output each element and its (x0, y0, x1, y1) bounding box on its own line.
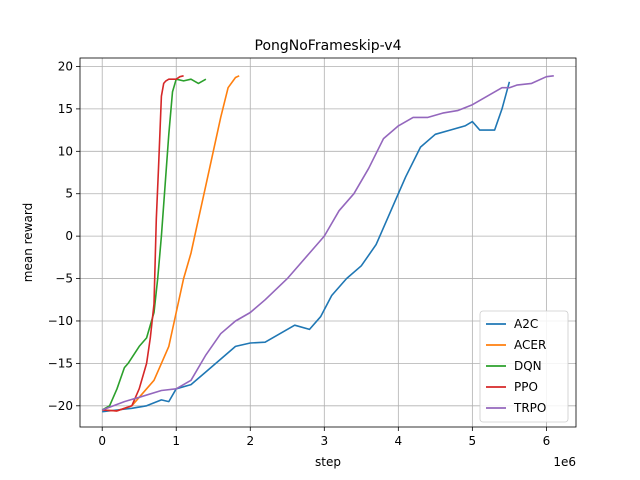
series-line-ppo (102, 75, 184, 412)
legend-label: ACER (514, 338, 546, 352)
series-line-dqn (101, 78, 207, 411)
y-tick-label: 5 (65, 187, 73, 201)
grid (80, 58, 576, 427)
chart-title: PongNoFrameskip-v4 (255, 38, 402, 54)
x-tick-label: 3 (320, 434, 328, 448)
x-tick-label: 1 (172, 434, 180, 448)
legend-label: DQN (514, 359, 542, 373)
x-tick-label: 2 (246, 434, 254, 448)
y-tick-label: −10 (48, 314, 73, 328)
y-tick-label: 20 (58, 59, 73, 73)
y-tick-label: 10 (58, 144, 73, 158)
x-tick-label: 0 (98, 434, 106, 448)
axis-ticks: 0 1 2 3 4 5 6 −20 −15 −10 −5 0 5 10 15 20 (48, 59, 551, 448)
series-lines (101, 75, 554, 413)
y-tick-label: 15 (58, 102, 73, 116)
legend-label: TRPO (513, 401, 546, 415)
plot-frame (79, 57, 577, 428)
x-axis-offset-label: 1e6 (553, 455, 576, 469)
x-tick-label: 5 (469, 434, 477, 448)
y-axis-label: mean reward (21, 203, 35, 282)
x-tick-label: 4 (395, 434, 403, 448)
legend: A2C ACER DQN PPO TRPO (479, 310, 569, 423)
series-line-trpo (101, 75, 554, 411)
legend-box (479, 310, 569, 423)
y-tick-label: 0 (65, 229, 73, 243)
y-tick-label: −20 (48, 399, 73, 413)
legend-label: PPO (514, 380, 538, 394)
series-line-acer (102, 75, 240, 412)
y-tick-label: −5 (55, 272, 73, 286)
legend-label: A2C (514, 317, 538, 331)
x-tick-label: 6 (543, 434, 551, 448)
series-line-a2c (102, 81, 511, 413)
y-tick-label: −15 (48, 356, 73, 370)
x-axis-label: step (315, 455, 341, 469)
